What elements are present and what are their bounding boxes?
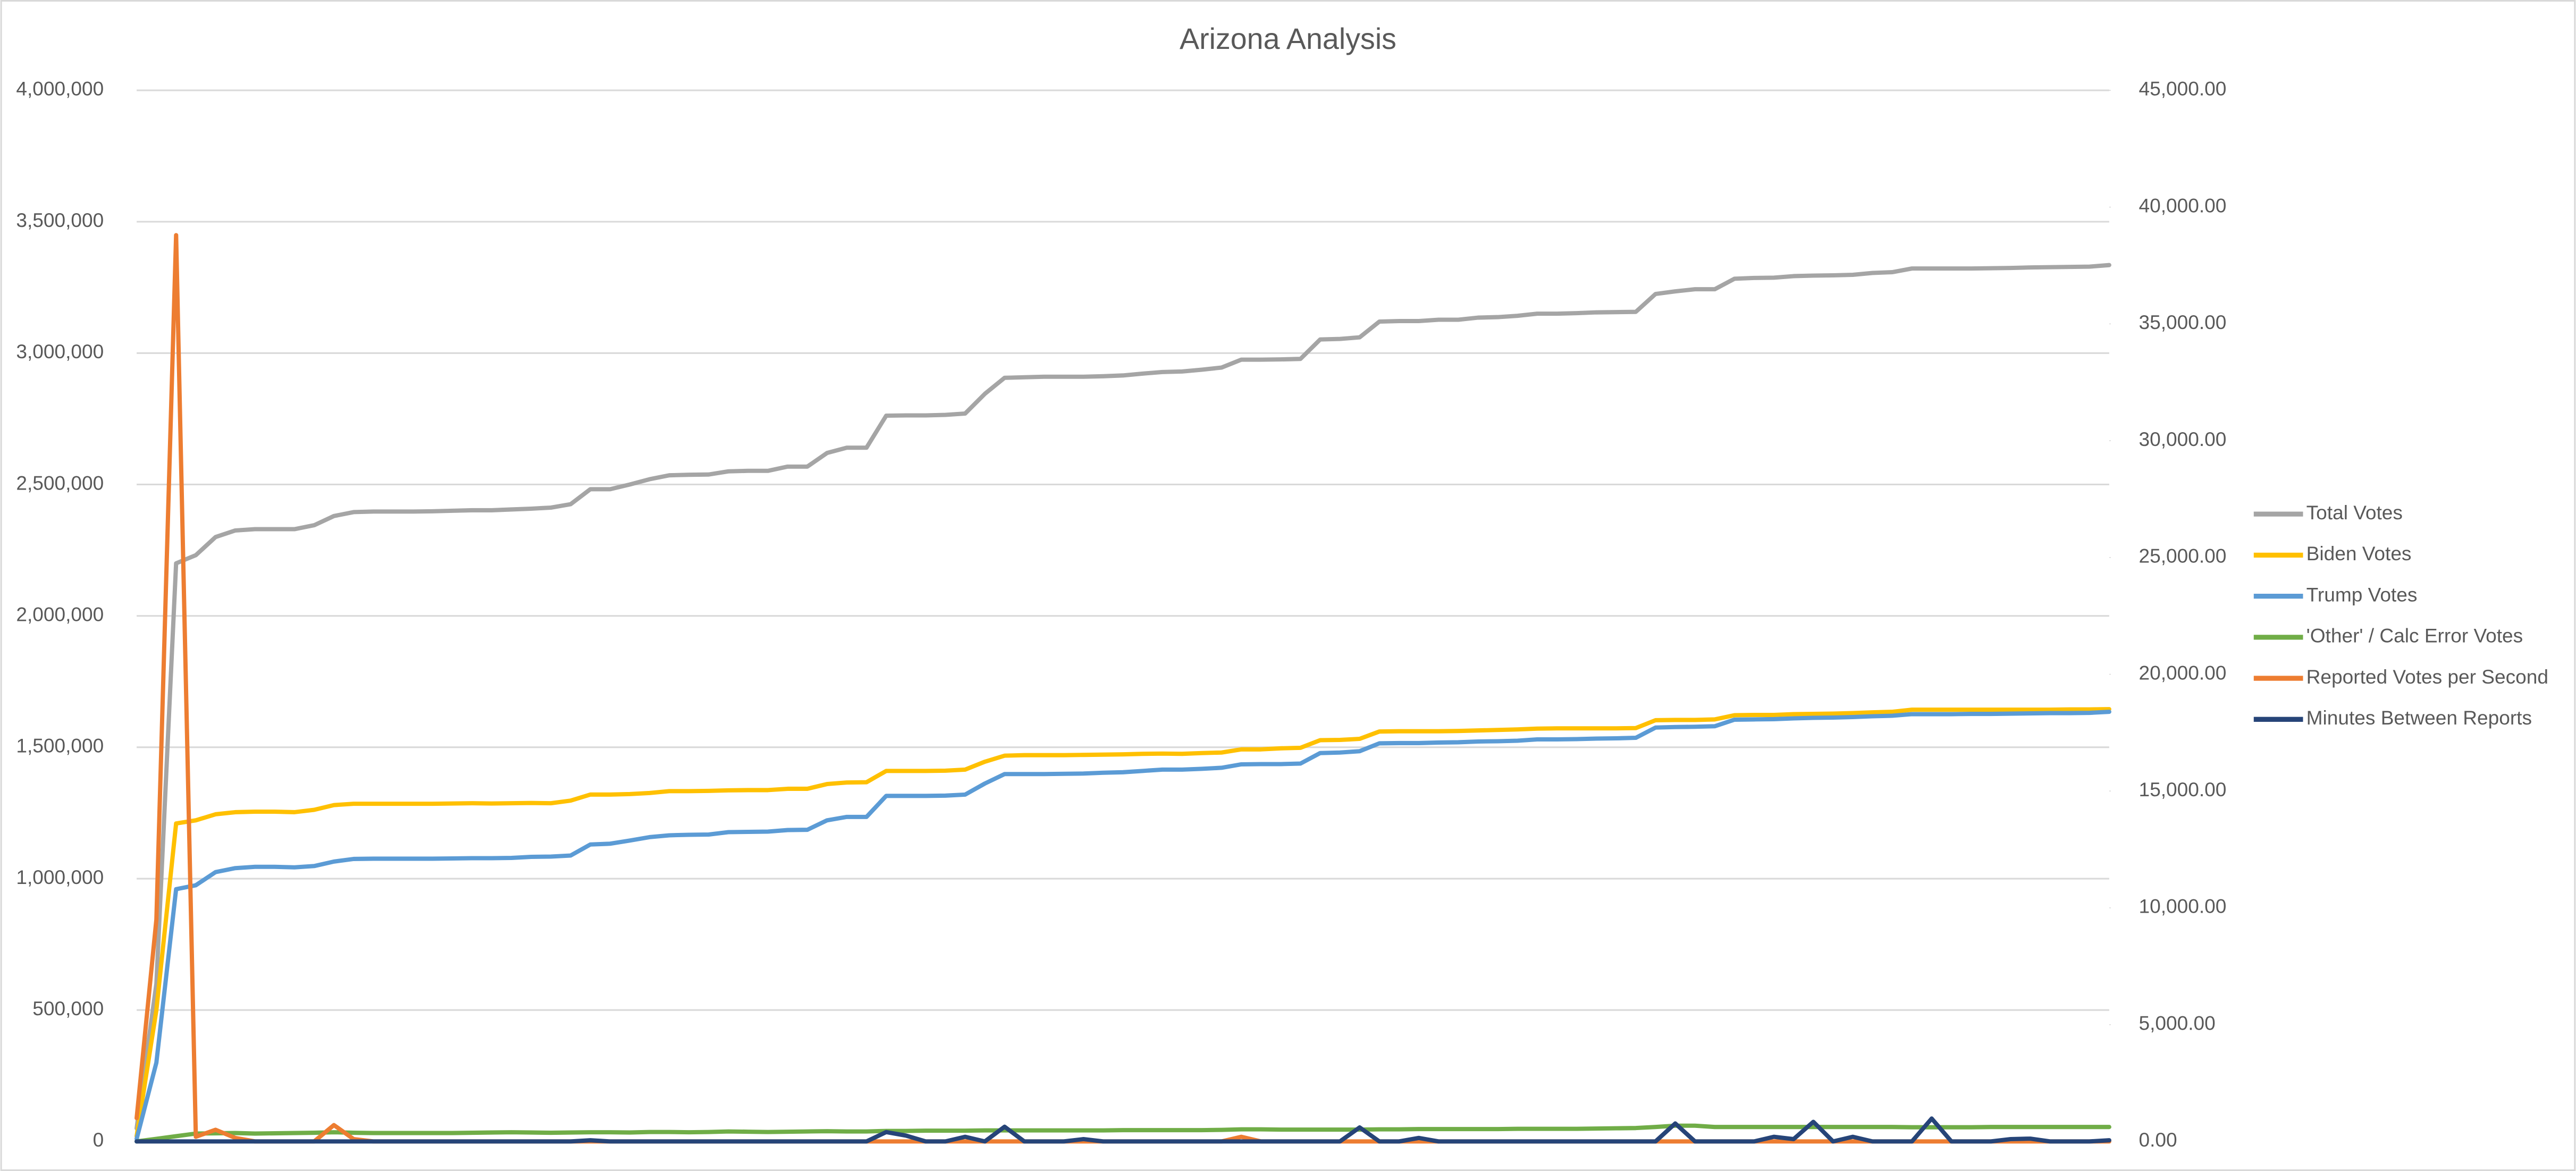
- y-tick-label: 3,500,000: [16, 209, 104, 231]
- y-tick-label: 3,000,000: [16, 340, 104, 363]
- y2-tick-label: 45,000.00: [2139, 78, 2226, 100]
- y-tick-label: 500,000: [32, 997, 104, 1020]
- series-line: [134, 710, 2111, 1141]
- legend-label: Minutes Between Reports: [2306, 706, 2532, 729]
- y-tick-label: 2,500,000: [16, 471, 104, 494]
- y-tick-label: 1,000,000: [16, 866, 104, 888]
- y2-tick-label: 10,000.00: [2139, 895, 2226, 917]
- y-tick-label: 1,500,000: [16, 735, 104, 757]
- series-line: [134, 263, 2111, 1131]
- y-tick-label: 4,000,000: [16, 78, 104, 100]
- y2-tick-label: 0.00: [2139, 1128, 2177, 1151]
- series-line: [134, 707, 2111, 1139]
- chart-title: Arizona Analysis: [1180, 22, 1396, 55]
- y2-tick-label: 40,000.00: [2139, 194, 2226, 216]
- y-tick-label: 0: [93, 1128, 104, 1151]
- legend-label: Biden Votes: [2306, 542, 2412, 565]
- y2-tick-label: 20,000.00: [2139, 661, 2226, 684]
- y2-tick-label: 5,000.00: [2139, 1012, 2215, 1034]
- y2-tick-label: 35,000.00: [2139, 311, 2226, 333]
- y2-tick-label: 25,000.00: [2139, 545, 2226, 567]
- legend-label: 'Other' / Calc Error Votes: [2306, 625, 2523, 647]
- series-line: [134, 1123, 2111, 1144]
- legend-label: Reported Votes per Second: [2306, 665, 2548, 688]
- legend-label: Trump Votes: [2306, 583, 2418, 605]
- y-tick-label: 2,000,000: [16, 603, 104, 625]
- series-line: [134, 1116, 2111, 1144]
- y2-tick-label: 15,000.00: [2139, 778, 2226, 801]
- legend-label: Total Votes: [2306, 501, 2403, 524]
- y2-tick-label: 30,000.00: [2139, 428, 2226, 450]
